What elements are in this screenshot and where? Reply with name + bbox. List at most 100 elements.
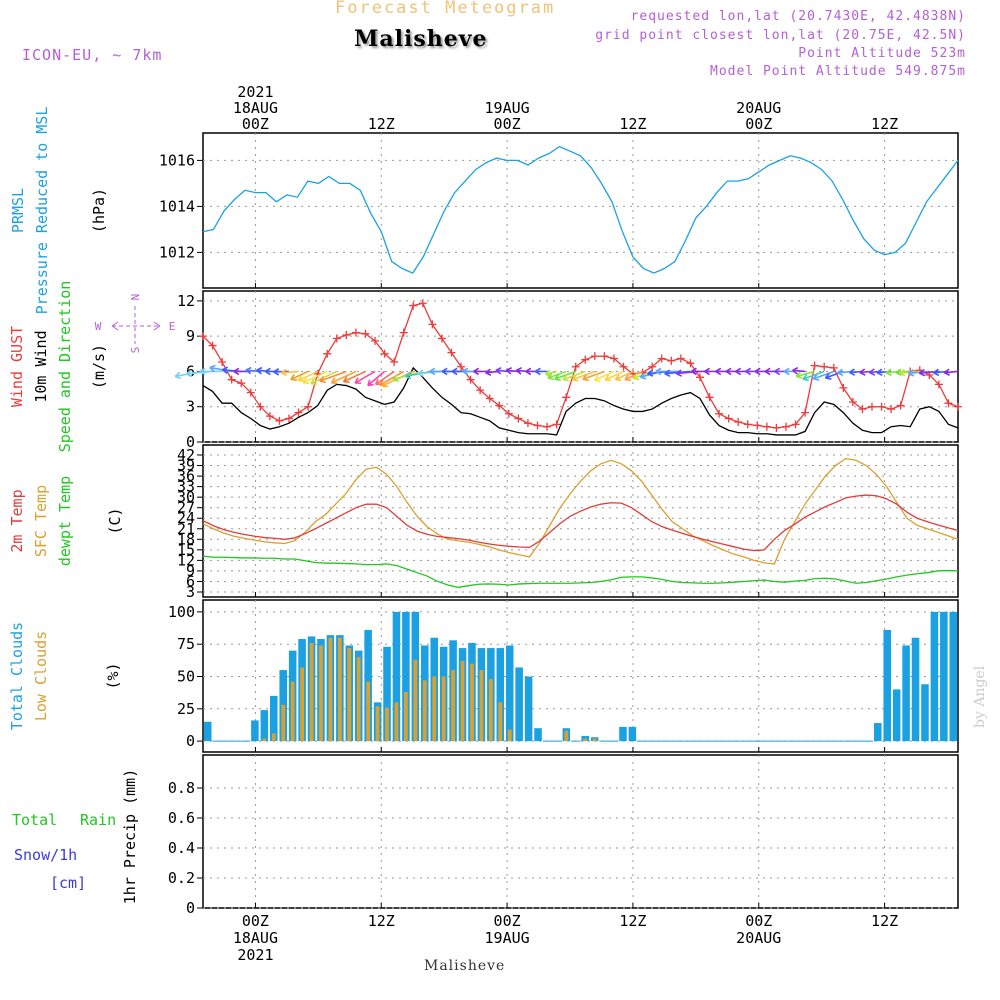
time-tick-label-top: 12Z — [368, 115, 395, 133]
temperature-axis-label: (C) — [106, 507, 124, 534]
gust-marker — [237, 379, 246, 388]
low-cloud-bar — [375, 706, 380, 742]
wind-direction-arrow — [554, 370, 576, 380]
precip-frame — [202, 754, 959, 909]
y-tick-label: 3 — [186, 583, 195, 601]
wind-arrowhead — [745, 367, 752, 376]
wind-arrowhead — [273, 368, 280, 376]
y-tick-label: 9 — [186, 562, 195, 580]
time-tick-label-bottom: 2021 — [237, 946, 273, 964]
low-cloud-bar — [328, 637, 333, 742]
temperature-axis-label: 2m Temp — [8, 489, 26, 552]
wind-direction-arrow — [273, 370, 290, 373]
wind-arrowhead — [221, 366, 229, 374]
low-cloud-bar — [470, 663, 474, 742]
precip-label-total: Total — [12, 811, 57, 829]
pressure-frame — [202, 132, 959, 289]
wind-arrowhead — [639, 372, 647, 380]
gust-marker — [619, 362, 628, 371]
y-tick-label: 0.6 — [168, 809, 195, 827]
time-tick-label-bottom: 12Z — [871, 912, 898, 930]
total-cloud-bar — [383, 646, 391, 742]
total-cloud-bar — [524, 676, 533, 742]
precip-label-unit-cm: [cm] — [50, 874, 86, 892]
total-cloud-bar — [619, 726, 627, 742]
wind-direction-arrow — [331, 370, 357, 384]
y-tick-label: 15 — [177, 541, 195, 559]
gust-marker — [256, 402, 265, 411]
temp2m-line — [202, 494, 959, 552]
gust-marker — [600, 352, 609, 361]
wind-direction-arrow — [594, 370, 615, 382]
y-tick-label: 36 — [177, 467, 195, 485]
wind-arrowhead — [297, 375, 305, 382]
gust-marker — [839, 383, 848, 392]
grid-point-coordinates: grid point closest lon,lat (20.75E, 42.5… — [595, 28, 966, 43]
time-tick-label-top: 12Z — [619, 115, 646, 133]
total-cloud-bar — [402, 611, 410, 742]
wind-arrowhead — [690, 367, 697, 376]
wind-direction-arrow — [354, 370, 376, 384]
gust-marker — [523, 419, 532, 428]
wind-arrowhead — [381, 380, 389, 388]
time-tick-label-top: 19AUG — [485, 99, 530, 117]
gust-marker — [409, 301, 418, 310]
y-tick-label: 50 — [177, 668, 195, 686]
pressure-axis-label: Pressure Reduced to MSL — [33, 107, 51, 315]
y-tick-label: 1014 — [159, 197, 195, 215]
wind-arrowhead — [647, 369, 654, 377]
wind-direction-arrow — [796, 370, 815, 378]
low-cloud-bar — [583, 738, 588, 742]
wind-direction-arrow — [895, 370, 911, 374]
wind-arrowhead — [342, 376, 350, 384]
gust-marker — [686, 359, 695, 368]
gust-marker — [543, 422, 552, 431]
compass-south: S — [129, 347, 142, 354]
total-cloud-bar — [515, 667, 523, 742]
time-tick-label-bottom: 00Z — [494, 912, 521, 930]
y-tick-label: 1012 — [159, 243, 195, 261]
gust-marker — [380, 349, 389, 358]
time-tick-label-top: 00Z — [745, 115, 772, 133]
wind-arrowhead — [675, 369, 682, 377]
low-cloud-bar — [432, 676, 437, 742]
gust-marker — [342, 330, 351, 339]
gust-marker — [609, 354, 618, 363]
wind-arrowhead — [792, 366, 799, 375]
compass-arrowheads — [111, 321, 161, 331]
gust-marker — [199, 332, 207, 341]
y-tick-label: 0.4 — [168, 839, 195, 857]
compass-north: N — [129, 294, 142, 301]
y-tick-label: 21 — [177, 520, 195, 538]
gust-marker — [457, 362, 466, 371]
wind-arrowhead — [485, 368, 492, 376]
wind-arrowhead — [473, 367, 480, 376]
total-cloud-bar — [874, 723, 882, 742]
gust-marker — [285, 414, 294, 423]
wind-frame — [202, 290, 959, 443]
wind-arrowhead — [725, 367, 732, 376]
wind-arrowhead — [943, 368, 950, 376]
gust-marker — [361, 329, 370, 338]
wind-arrowhead — [795, 371, 803, 379]
wind-direction-arrow — [615, 370, 634, 381]
gust-marker — [437, 334, 446, 343]
wind-direction-arrow — [297, 370, 319, 382]
wind-arrowhead — [774, 367, 781, 376]
wind-arrowhead — [209, 364, 216, 373]
time-tick-label-bottom: 12Z — [619, 912, 646, 930]
total-cloud-bar — [940, 611, 948, 742]
wind-arrowhead — [664, 369, 671, 378]
low-cloud-bar — [488, 679, 493, 742]
prmsl-line — [202, 145, 959, 274]
gust-marker — [858, 405, 867, 414]
gust-marker — [371, 336, 380, 345]
wind-axis-label: Wind GUST — [8, 326, 26, 407]
wind-arrowhead — [547, 372, 554, 381]
gust-marker — [753, 421, 762, 430]
total-cloud-bar — [496, 648, 505, 742]
y-tick-label: 100 — [168, 603, 195, 621]
wind-arrowhead — [534, 367, 541, 376]
gust-marker — [934, 380, 943, 389]
